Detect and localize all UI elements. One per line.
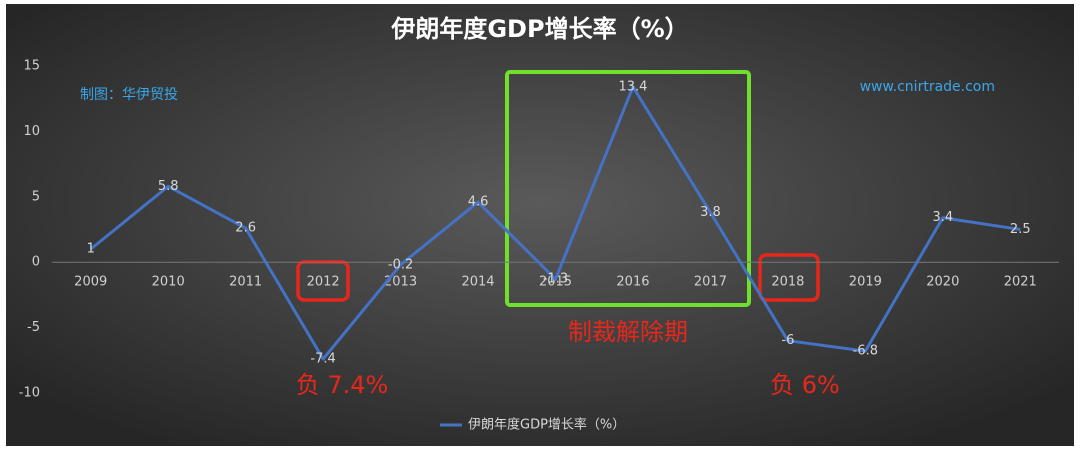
annotation: www.cnirtrade.com [860,79,995,95]
data-label: 4.6 [468,195,489,210]
chart-background [6,4,1074,446]
data-label: 3.4 [932,210,953,225]
x-tick-label: 2014 [461,275,494,290]
x-tick-label: 2013 [384,275,417,290]
data-label: -7.4 [310,351,335,366]
chart-title: 伊朗年度GDP增长率（%） [390,15,688,43]
x-tick-label: 2019 [849,275,882,290]
highlight-box [505,70,751,307]
x-tick-label: 2009 [74,275,107,290]
x-tick-label: 2018 [771,275,804,290]
annotation: 制裁解除期 [568,318,688,346]
data-label: 13.4 [618,79,647,94]
x-tick-label: 2012 [307,275,340,290]
series-line [89,85,1021,361]
y-tick-label: 15 [23,59,40,74]
y-tick-label: -5 [27,320,40,335]
highlight-box [758,253,820,302]
x-tick-label: 2017 [694,275,727,290]
annotation: 负 6% [770,371,840,399]
y-tick-label: -10 [19,386,40,401]
x-tick-label: 2015 [539,275,572,290]
data-label: -1.3 [543,272,568,287]
data-label: 1 [87,242,95,257]
annotation: 制图：华伊贸投 [80,87,178,103]
data-label: -6.8 [853,344,878,359]
x-tick-label: 2016 [616,275,649,290]
annotation: 负 7.4% [296,371,389,399]
x-tick-label: 2021 [1004,275,1037,290]
x-tick-label: 2011 [229,275,262,290]
x-tick-label: 2010 [152,275,185,290]
data-label: 5.8 [158,179,179,194]
y-tick-label: 5 [32,189,40,204]
data-label: 3.8 [700,205,721,220]
legend-label: 伊朗年度GDP增长率（%） [468,417,625,433]
y-tick-label: 10 [23,124,40,139]
y-tick-label: 0 [32,255,40,270]
data-label: 2.6 [235,221,256,236]
data-label: -6 [781,333,794,348]
data-label: 2.5 [1010,222,1031,237]
x-tick-label: 2020 [926,275,959,290]
data-label: -0.2 [388,257,413,272]
